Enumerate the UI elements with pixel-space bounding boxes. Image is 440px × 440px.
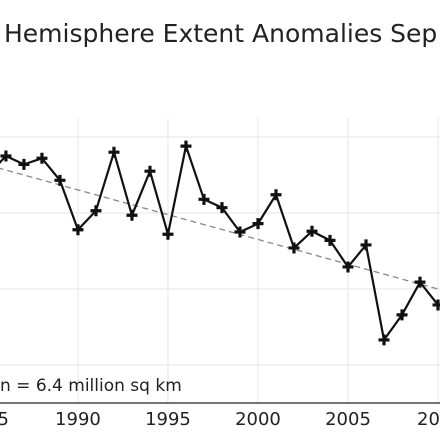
data-marker: [414, 276, 426, 288]
data-marker: [432, 299, 440, 311]
data-line: [0, 145, 439, 342]
x-tick-label: 2005: [325, 409, 371, 430]
data-marker: [18, 158, 30, 170]
data-marker: [0, 150, 12, 162]
x-tick-label: 201: [417, 409, 440, 430]
data-marker: [252, 218, 264, 230]
data-marker: [198, 193, 210, 205]
data-marker: [126, 209, 138, 221]
data-marker: [234, 226, 246, 238]
data-marker: [270, 189, 282, 201]
data-marker: [324, 234, 336, 246]
grid: [0, 118, 440, 403]
chart-title: Hemisphere Extent Anomalies Sep 1: [4, 19, 440, 48]
data-marker: [36, 152, 48, 164]
x-tick-label: 2000: [235, 409, 281, 430]
data-marker: [108, 146, 120, 158]
data-marker: [90, 205, 102, 217]
trend-line: [0, 167, 439, 290]
data-marker: [342, 261, 354, 273]
data-marker: [144, 165, 156, 177]
data-marker: [180, 140, 192, 152]
data-marker: [360, 239, 372, 251]
x-tick-label: 1995: [145, 409, 191, 430]
data-marker: [54, 174, 66, 186]
data-marker: [378, 334, 390, 346]
plot-area: [0, 140, 440, 346]
x-tick-label: 5: [0, 409, 9, 430]
data-marker: [162, 228, 174, 240]
x-tick-label: 1990: [55, 409, 101, 430]
data-marker: [216, 202, 228, 214]
data-marker: [288, 242, 300, 254]
annotation: n = 6.4 million sq km: [0, 376, 182, 396]
data-marker: [396, 309, 408, 321]
data-marker: [72, 224, 84, 236]
data-marker: [306, 225, 318, 237]
